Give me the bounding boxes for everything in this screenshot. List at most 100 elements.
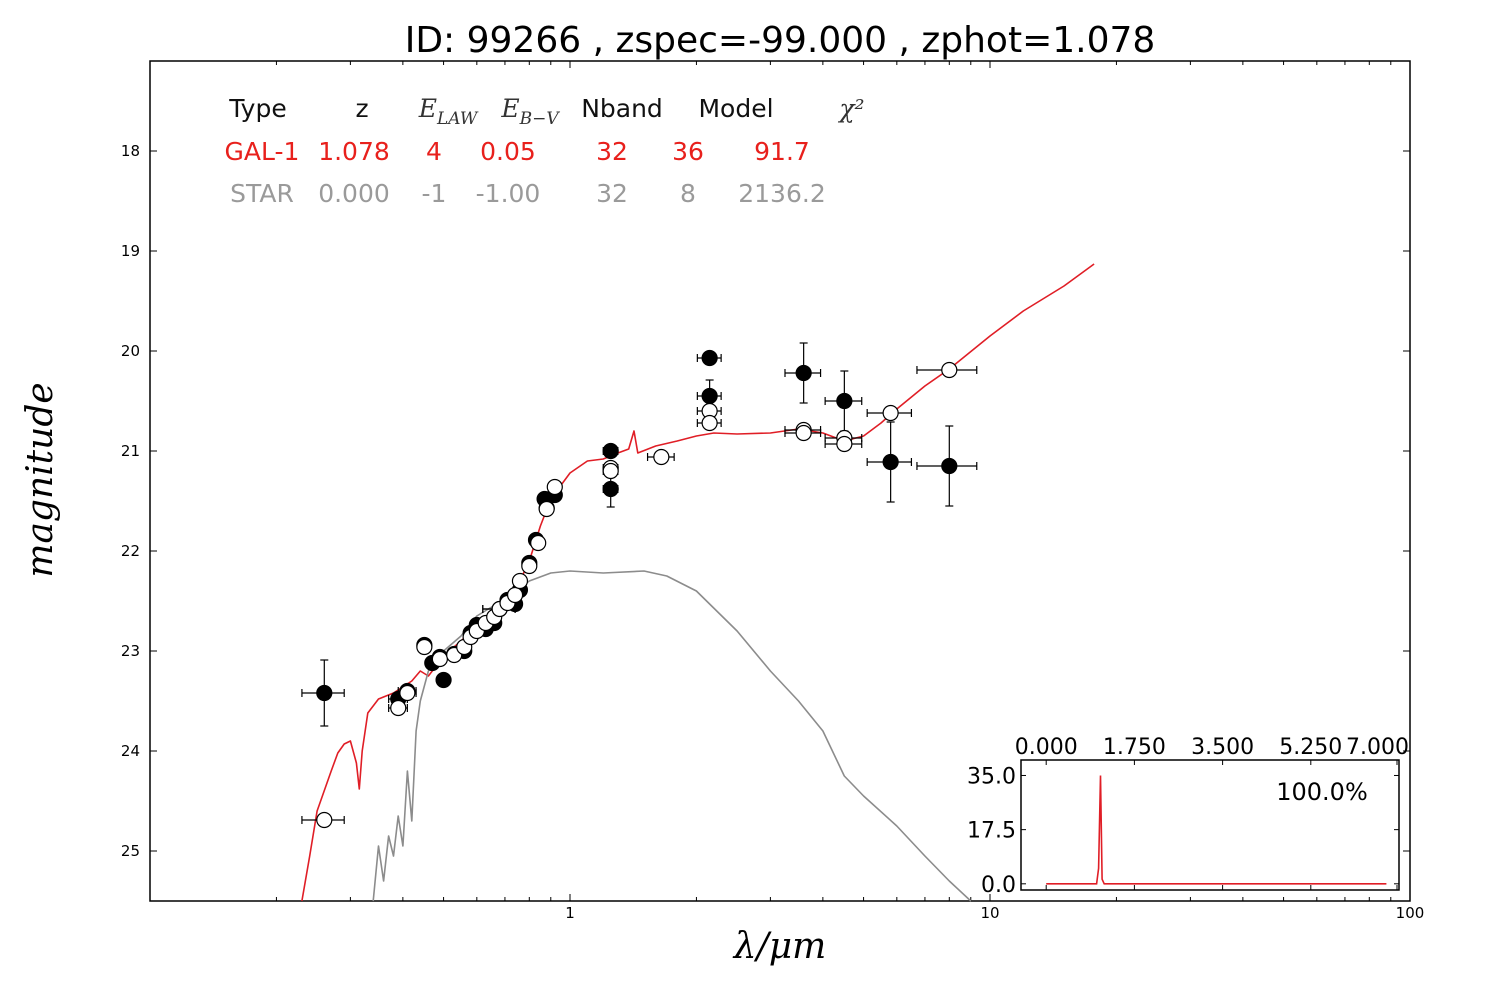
x-tick-label: 1 [565,904,575,922]
model-point [784,424,822,442]
model-marker [653,448,670,466]
observed-point [696,349,722,367]
inset-y-tick-label: 0.0 [981,873,1016,898]
table-cell: GAL-1 [225,137,300,166]
inset-y-tick-label: 35.0 [967,764,1016,789]
observed-point [824,370,863,432]
table-header-cell: z [355,94,368,123]
table-cell: 4 [426,137,442,166]
model-marker [530,534,547,552]
model-marker [836,435,853,453]
observed-marker [701,349,718,367]
x-tick-label: 10 [980,904,999,922]
table-cell: 32 [596,179,628,208]
model-marker [399,684,416,702]
observed-marker [602,480,619,498]
observed-marker [316,684,333,702]
table-cell: 32 [596,137,628,166]
model-marker [941,361,958,379]
table-cell: 2136.2 [738,179,825,208]
model-point [602,462,619,480]
x-axis-label: λ/μm [732,926,826,967]
observed-point [784,342,822,404]
inset-content: 0.000 1.750 3.500 5.250 7.000 35.0 17.5 0.0 [967,735,1409,898]
table-cell: 91.7 [754,137,810,166]
x-tick-label: 100 [1396,904,1425,922]
inset-x-tick-label: 7.000 [1346,735,1409,760]
inset-x-tick-label: 1.750 [1103,735,1166,760]
observed-point [301,659,345,727]
observed-point [435,671,452,689]
y-tick-label: 24 [121,742,140,760]
model-marker [882,404,899,422]
model-marker [538,500,555,518]
fit-table: Type z ELAW EB−V Nband Model χ² GAL-1 1.078 4 0.05… [225,94,865,208]
table-header-cell: Nband [581,94,663,123]
model-point [511,572,529,590]
chart-title: ID: 99266 , zspec=-99.000 , zphot=1.078 [405,20,1156,61]
y-axis-label: magnitude [20,382,61,577]
model-marker [416,638,433,656]
model-marker [431,650,448,668]
model-point [521,557,538,575]
model-marker [390,699,407,717]
inset-x-tick-label: 5.250 [1279,735,1342,760]
redshift-pdf-line [1046,775,1387,885]
table-header-cell: EB−V [500,94,560,129]
model-marker [316,811,333,829]
model-marker [602,462,619,480]
table-header-cell: Type [228,94,286,123]
observed-point [602,442,619,460]
model-marker [701,414,718,432]
model-point [646,448,675,466]
model-marker [521,557,538,575]
table-cell: 8 [680,179,696,208]
tick-labels: 18 19 20 21 22 23 24 25 1 10 100 [121,142,1424,922]
observed-point [916,425,978,507]
model-marker [511,572,529,590]
y-tick-label: 25 [121,842,140,860]
observed-marker [435,671,452,689]
table-cell: 0.000 [318,179,390,208]
model-point [416,638,433,656]
galaxy-sed-line [301,263,1095,902]
observed-marker [795,364,812,382]
model-point [538,500,555,518]
model-point [431,650,448,668]
table-header-cell: Model [698,94,773,123]
inset-probability: 100.0% [1276,778,1368,806]
model-point [546,478,563,496]
inset-frame [1020,759,1400,891]
model-point [301,811,345,829]
model-point [824,435,863,453]
model-point [530,534,547,552]
model-point [866,404,913,422]
y-tick-label: 21 [121,442,140,460]
observed-marker [882,453,899,471]
table-cell: -1 [422,179,447,208]
table-row-star: STAR 0.000 -1 -1.00 32 8 2136.2 [230,179,826,208]
axis-ticks [150,61,1410,901]
table-header-cell: ELAW [418,94,479,129]
y-tick-label: 20 [121,342,140,360]
sed-lines [301,263,1095,902]
table-cell: -1.00 [476,179,541,208]
model-point [506,586,524,604]
y-tick-label: 23 [121,642,140,660]
plot-frame [149,60,1411,902]
model-point [388,699,408,717]
observed-marker [701,387,718,405]
inset-x-tick-label: 0.000 [1015,735,1078,760]
table-cell: 36 [672,137,704,166]
observed-point [866,421,913,503]
table-header: Type z ELAW EB−V Nband Model χ² [228,94,864,129]
model-point [397,684,417,702]
table-header-cell: χ² [837,94,864,123]
photometry-points [301,342,978,829]
inset-x-tick-label: 3.500 [1191,735,1254,760]
model-point [916,361,978,379]
observed-marker [941,457,958,475]
model-point [696,414,722,432]
table-cell: 1.078 [318,137,390,166]
model-marker [506,586,524,604]
